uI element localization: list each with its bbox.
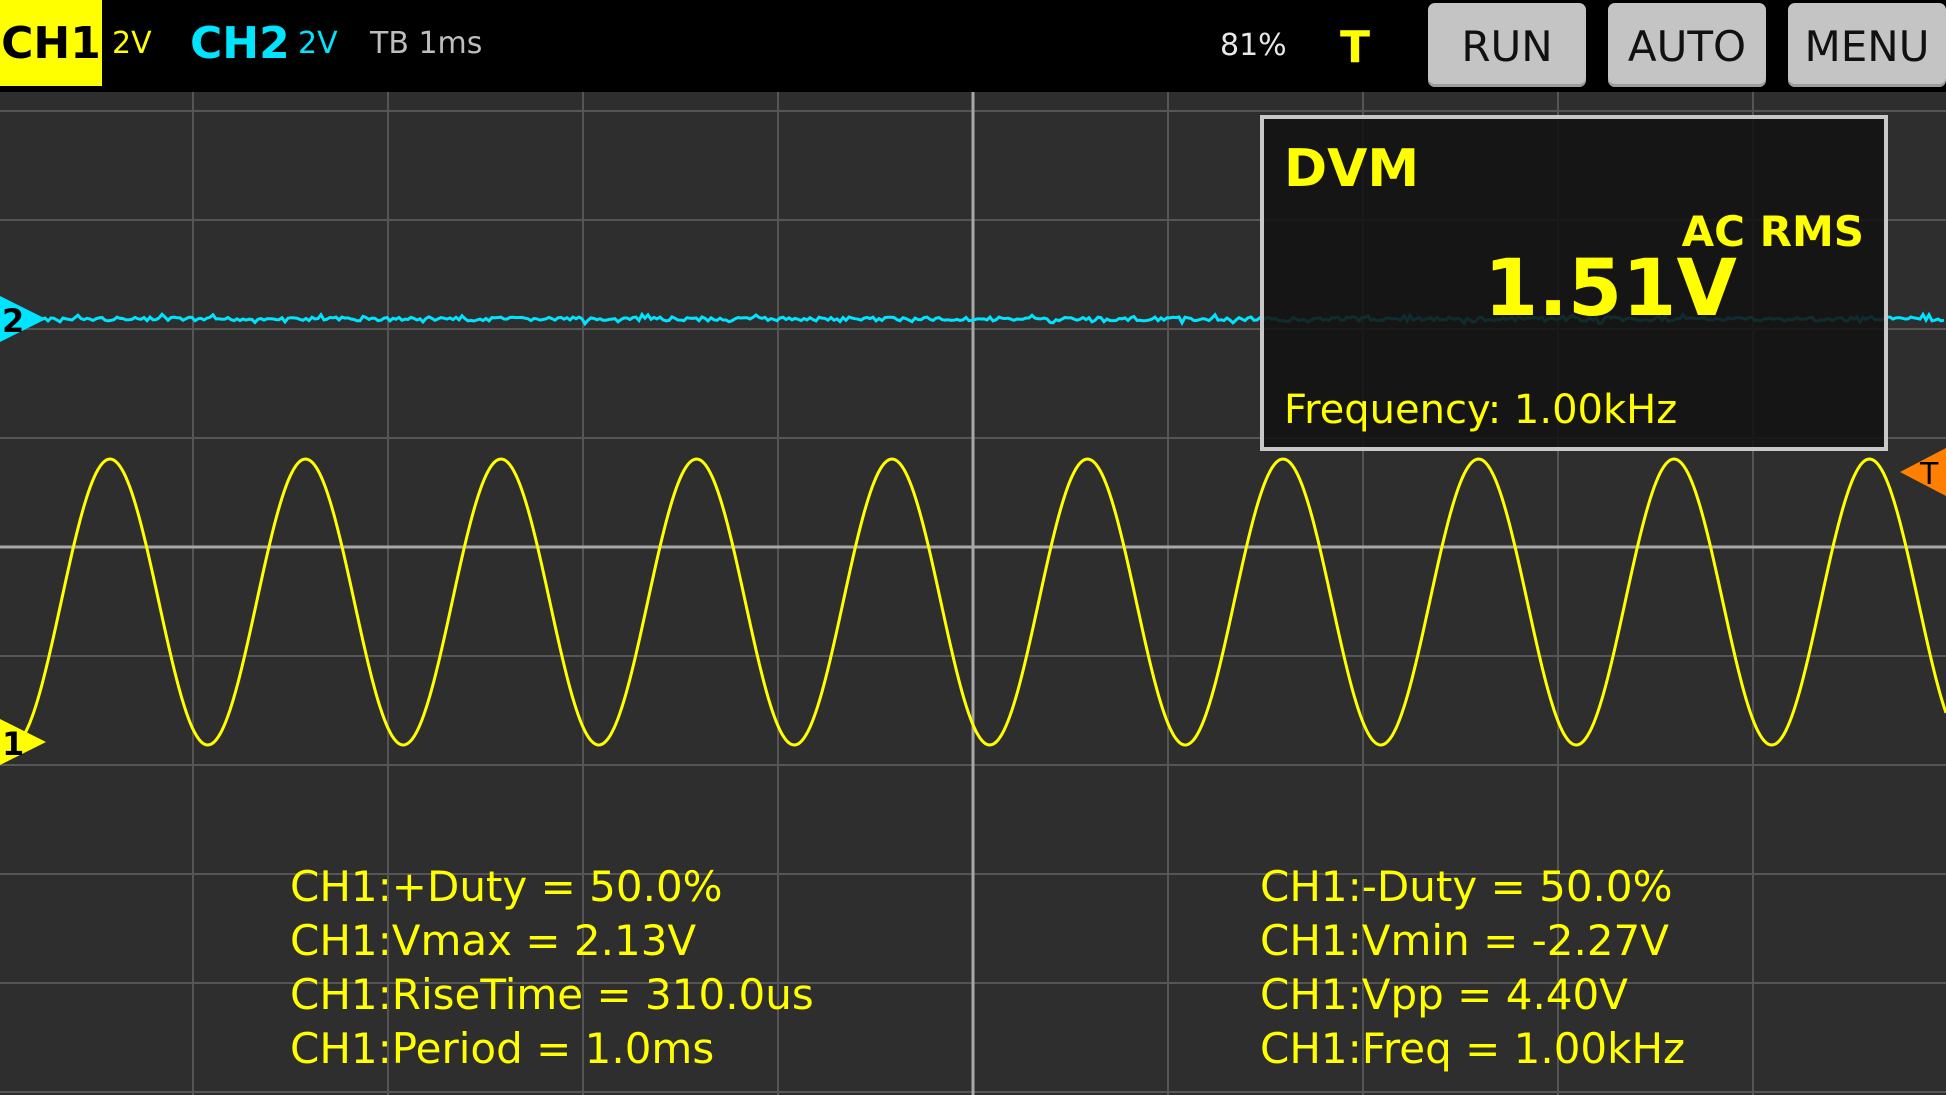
measurement-item: CH1:Vmin = -2.27V [1260, 916, 1670, 965]
trigger-marker-label: T [1919, 457, 1939, 492]
battery-level: 81% [1220, 28, 1287, 63]
dvm-mode: AC RMS [1681, 207, 1864, 256]
ch2-marker-label: 2 [2, 302, 24, 340]
trigger-level-marker[interactable]: T [1900, 448, 1946, 496]
measurement-item: CH1:-Duty = 50.0% [1260, 862, 1673, 911]
ch2-marker-arrow[interactable] [0, 296, 46, 342]
ch2-channel-button[interactable]: CH2 [190, 18, 290, 69]
measurement-item: CH1:Freq = 1.00kHz [1260, 1024, 1686, 1073]
dvm-panel[interactable]: DVM AC RMS 1.51V Frequency: 1.00kHz [1260, 115, 1888, 451]
ch1-marker-arrow[interactable] [0, 719, 46, 765]
ch1-offset-marker[interactable]: 1 [0, 719, 46, 765]
ch1-waveform [0, 457, 1946, 747]
measurements-left: CH1:+Duty = 50.0% CH1:Vmax = 2.13V CH1:R… [290, 860, 814, 1076]
ch2-vertical-scale[interactable]: 2V [298, 26, 338, 61]
status-bar: CH1 2V CH2 2V TB 1ms 81% T RUN AUTO MENU [0, 0, 1946, 92]
menu-button[interactable]: MENU [1788, 3, 1946, 87]
measurement-item: CH1:RiseTime = 310.0us [290, 970, 814, 1019]
measurements-right: CH1:-Duty = 50.0% CH1:Vmin = -2.27V CH1:… [1260, 860, 1685, 1076]
dvm-frequency: Frequency: 1.00kHz [1284, 387, 1678, 433]
dvm-title: DVM [1284, 139, 1420, 199]
ch1-marker-label: 1 [2, 725, 24, 763]
auto-button[interactable]: AUTO [1608, 3, 1766, 87]
trigger-marker-arrow[interactable] [1900, 448, 1946, 496]
trigger-status-icon[interactable]: T [1340, 22, 1371, 73]
measurement-item: CH1:Vmax = 2.13V [290, 916, 697, 965]
measurement-item: CH1:Vpp = 4.40V [1260, 970, 1628, 1019]
ch1-channel-button[interactable]: CH1 [0, 0, 102, 86]
measurement-item: CH1:Period = 1.0ms [290, 1024, 715, 1073]
dvm-value: 1.51V [1484, 244, 1737, 334]
timebase-readout[interactable]: TB 1ms [370, 26, 483, 61]
ch1-vertical-scale[interactable]: 2V [112, 26, 152, 61]
run-button[interactable]: RUN [1428, 3, 1586, 87]
ch2-offset-marker[interactable]: 2 [0, 296, 46, 342]
measurement-item: CH1:+Duty = 50.0% [290, 862, 723, 911]
